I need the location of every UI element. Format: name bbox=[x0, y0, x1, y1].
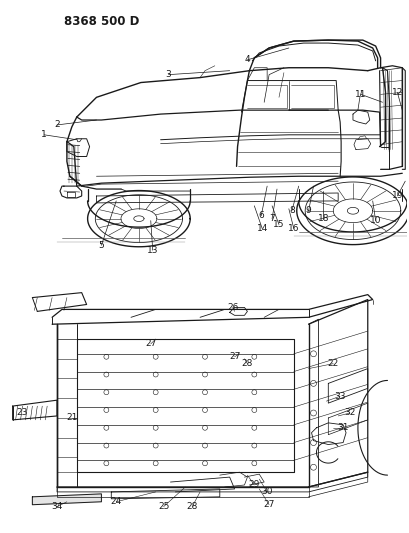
Text: 14: 14 bbox=[256, 224, 267, 233]
Text: 11: 11 bbox=[354, 90, 366, 99]
Text: 31: 31 bbox=[337, 423, 348, 432]
Text: 29: 29 bbox=[248, 480, 259, 489]
Text: 3: 3 bbox=[165, 70, 171, 79]
Text: 24: 24 bbox=[110, 497, 121, 506]
Text: 7: 7 bbox=[269, 214, 274, 223]
Text: 25: 25 bbox=[157, 502, 169, 511]
Text: 10: 10 bbox=[369, 216, 380, 225]
Text: 13: 13 bbox=[146, 246, 158, 255]
Text: 28: 28 bbox=[186, 502, 198, 511]
Text: 9: 9 bbox=[305, 206, 311, 215]
Text: 18: 18 bbox=[317, 214, 328, 223]
Text: 27: 27 bbox=[263, 500, 274, 509]
Text: 26: 26 bbox=[226, 303, 238, 312]
Text: 1: 1 bbox=[41, 130, 47, 139]
Text: 21: 21 bbox=[66, 414, 77, 423]
Text: 34: 34 bbox=[51, 502, 63, 511]
Text: 16: 16 bbox=[288, 224, 299, 233]
Text: 27: 27 bbox=[145, 340, 156, 349]
Text: 28: 28 bbox=[241, 359, 252, 368]
Text: 2: 2 bbox=[54, 120, 60, 130]
Text: 5: 5 bbox=[98, 241, 104, 250]
Text: 32: 32 bbox=[344, 408, 355, 417]
Text: 19: 19 bbox=[391, 191, 402, 200]
Text: 22: 22 bbox=[327, 359, 338, 368]
Text: 12: 12 bbox=[391, 88, 402, 97]
Text: 15: 15 bbox=[272, 220, 284, 229]
Text: 27: 27 bbox=[228, 352, 240, 361]
Polygon shape bbox=[32, 494, 101, 505]
Text: 8368 500 D: 8368 500 D bbox=[64, 15, 139, 28]
Text: 30: 30 bbox=[261, 487, 272, 496]
Text: 23: 23 bbox=[17, 408, 28, 417]
Text: 8: 8 bbox=[288, 206, 294, 215]
Text: 6: 6 bbox=[258, 211, 263, 220]
Text: 4: 4 bbox=[244, 55, 249, 64]
Text: 33: 33 bbox=[334, 392, 345, 401]
